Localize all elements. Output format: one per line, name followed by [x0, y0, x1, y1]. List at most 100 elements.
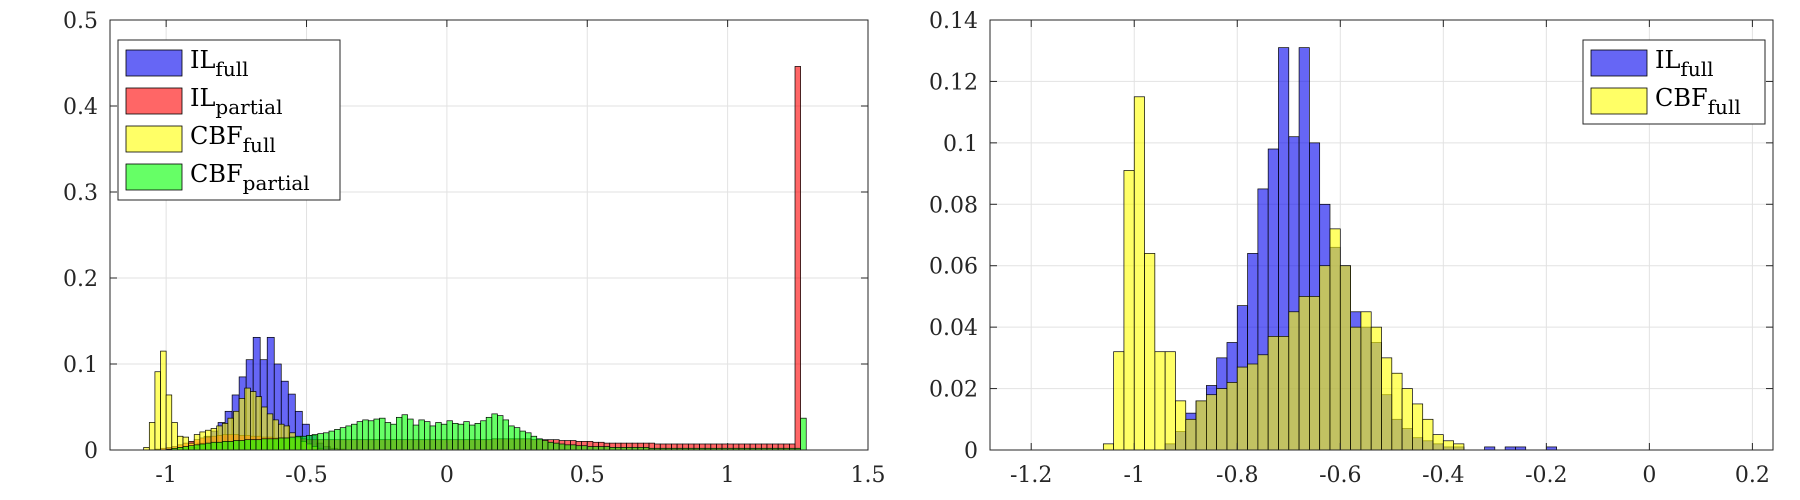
bar — [446, 420, 453, 451]
bar — [1102, 443, 1114, 451]
legend-swatch — [1590, 87, 1648, 115]
bar — [440, 423, 448, 451]
bar — [530, 435, 538, 451]
x-tick-label: -0.5 — [285, 463, 327, 488]
bar — [227, 441, 234, 451]
bar — [452, 422, 459, 451]
series-cbf-full — [1102, 96, 1465, 451]
bar — [564, 444, 571, 451]
y-tick-label: 0.3 — [63, 181, 98, 206]
bar — [418, 419, 425, 451]
bar — [367, 420, 375, 451]
bar — [379, 417, 386, 451]
bar — [592, 446, 599, 451]
bar — [221, 441, 229, 451]
bar — [558, 443, 566, 451]
bar — [429, 425, 437, 451]
y-tick-label: 0 — [964, 439, 978, 464]
x-tick-label: -0.4 — [1422, 463, 1464, 488]
bar — [250, 439, 257, 451]
x-tick-label: 0 — [440, 463, 454, 488]
legend-label: CBFfull — [1655, 84, 1741, 119]
bar — [485, 416, 493, 451]
y-tick-label: 0.06 — [929, 255, 978, 280]
legend-label: ILpartial — [190, 84, 282, 119]
y-tick-label: 0.5 — [63, 9, 98, 34]
x-tick-label: -0.2 — [1525, 463, 1567, 488]
legend-label: CBFpartial — [190, 160, 310, 195]
bar — [457, 423, 465, 451]
bar — [255, 439, 262, 451]
bar — [525, 432, 532, 451]
bar — [300, 435, 307, 451]
x-tick-label: -0.6 — [1319, 463, 1361, 488]
bar — [1329, 228, 1341, 451]
bar — [1236, 366, 1248, 451]
bar — [513, 427, 521, 451]
bar — [575, 445, 582, 451]
bar — [171, 422, 178, 451]
bar — [1370, 326, 1382, 451]
bar — [1288, 311, 1300, 451]
bar — [1309, 296, 1321, 451]
bar — [603, 446, 611, 451]
bar — [497, 415, 504, 451]
bar — [283, 437, 291, 451]
bar — [1412, 403, 1424, 451]
bar — [1319, 265, 1331, 451]
bar — [266, 438, 274, 451]
axes-frame — [989, 19, 1774, 451]
y-tick-label: 0.1 — [943, 132, 978, 157]
bar — [474, 422, 481, 451]
bar — [1175, 400, 1187, 451]
bar — [210, 441, 218, 451]
histogram-panel-right: -1.2 -1 -0.8 -0.6 -0.4 -0.2 0 0.2 0 0.02 0.04 0.06 0… — [929, 9, 1774, 488]
bar — [1298, 296, 1310, 451]
bar — [334, 429, 341, 451]
bar — [1195, 400, 1207, 451]
bar — [407, 418, 414, 451]
bar — [306, 435, 313, 451]
bar — [1206, 394, 1218, 451]
bar — [1422, 418, 1434, 451]
bar — [1154, 351, 1166, 451]
bar — [1144, 253, 1156, 451]
bar — [541, 440, 549, 451]
legend-label: ILfull — [1655, 46, 1714, 81]
legend-swatch — [1590, 49, 1648, 77]
bar — [1432, 434, 1444, 451]
y-tick-label: 0.14 — [929, 9, 978, 34]
bar — [244, 439, 251, 451]
legend-swatch — [125, 125, 183, 153]
bar — [1278, 336, 1290, 451]
bar — [311, 434, 319, 451]
bar — [1247, 363, 1259, 451]
bar — [351, 423, 358, 451]
bar — [148, 422, 156, 451]
bar — [1391, 372, 1403, 451]
y-tick-label: 0.1 — [63, 353, 98, 378]
histogram-panel-left: -1 -0.5 0 0.5 1 1.5 0 0.1 0.2 0.3 0.4 0.5 ILfullILpa… — [63, 9, 886, 488]
x-tick-label: 1.5 — [851, 463, 886, 488]
bar — [216, 441, 223, 451]
bar — [1339, 265, 1351, 451]
bar — [294, 435, 302, 451]
bar — [238, 440, 246, 451]
bar — [154, 371, 161, 451]
bar — [1350, 326, 1362, 451]
bar — [1453, 443, 1465, 451]
bar — [401, 414, 408, 451]
x-tick-label: -0.8 — [1216, 463, 1258, 488]
bar — [1123, 170, 1135, 451]
bar — [205, 442, 212, 451]
bar — [468, 424, 476, 451]
bar — [553, 442, 560, 451]
axes-frame — [109, 19, 869, 451]
ticks: -1 -0.5 0 0.5 1 1.5 0 0.1 0.2 0.3 0.4 0.5 — [63, 9, 886, 488]
bar — [362, 419, 369, 451]
bar — [1185, 418, 1197, 451]
bar — [278, 437, 285, 451]
bar — [339, 427, 347, 451]
